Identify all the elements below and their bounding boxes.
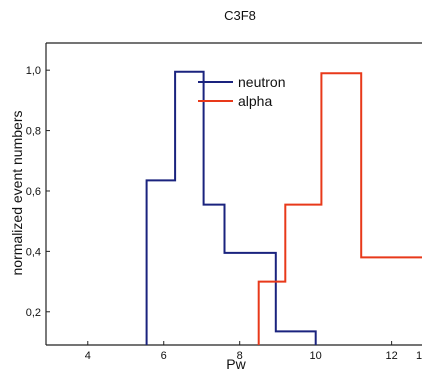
y-tick-label: 0,4: [26, 246, 41, 258]
x-tick-label: 10: [310, 350, 322, 362]
x-tick-label: 8: [237, 350, 243, 362]
x-tick-label: 1: [416, 350, 422, 362]
chart-title: C3F8: [224, 8, 256, 23]
alpha-series-line: [257, 72, 422, 345]
legend-label-alpha: alpha: [238, 93, 272, 109]
y-tick-label: 1,0: [26, 65, 41, 77]
neutron-series-line: [145, 70, 317, 345]
legend-label-neutron: neutron: [238, 74, 285, 90]
y-tick-label: 0,6: [26, 186, 41, 198]
y-axis-label: normalized event numbers: [9, 111, 25, 276]
x-tick-label: 6: [161, 350, 167, 362]
y-tick-label: 0,8: [26, 126, 41, 138]
x-axis-label: Pw: [226, 356, 246, 372]
y-tick-label: 0,2: [26, 307, 41, 319]
x-tick-label: 4: [85, 350, 91, 362]
x-tick-label: 12: [385, 350, 397, 362]
